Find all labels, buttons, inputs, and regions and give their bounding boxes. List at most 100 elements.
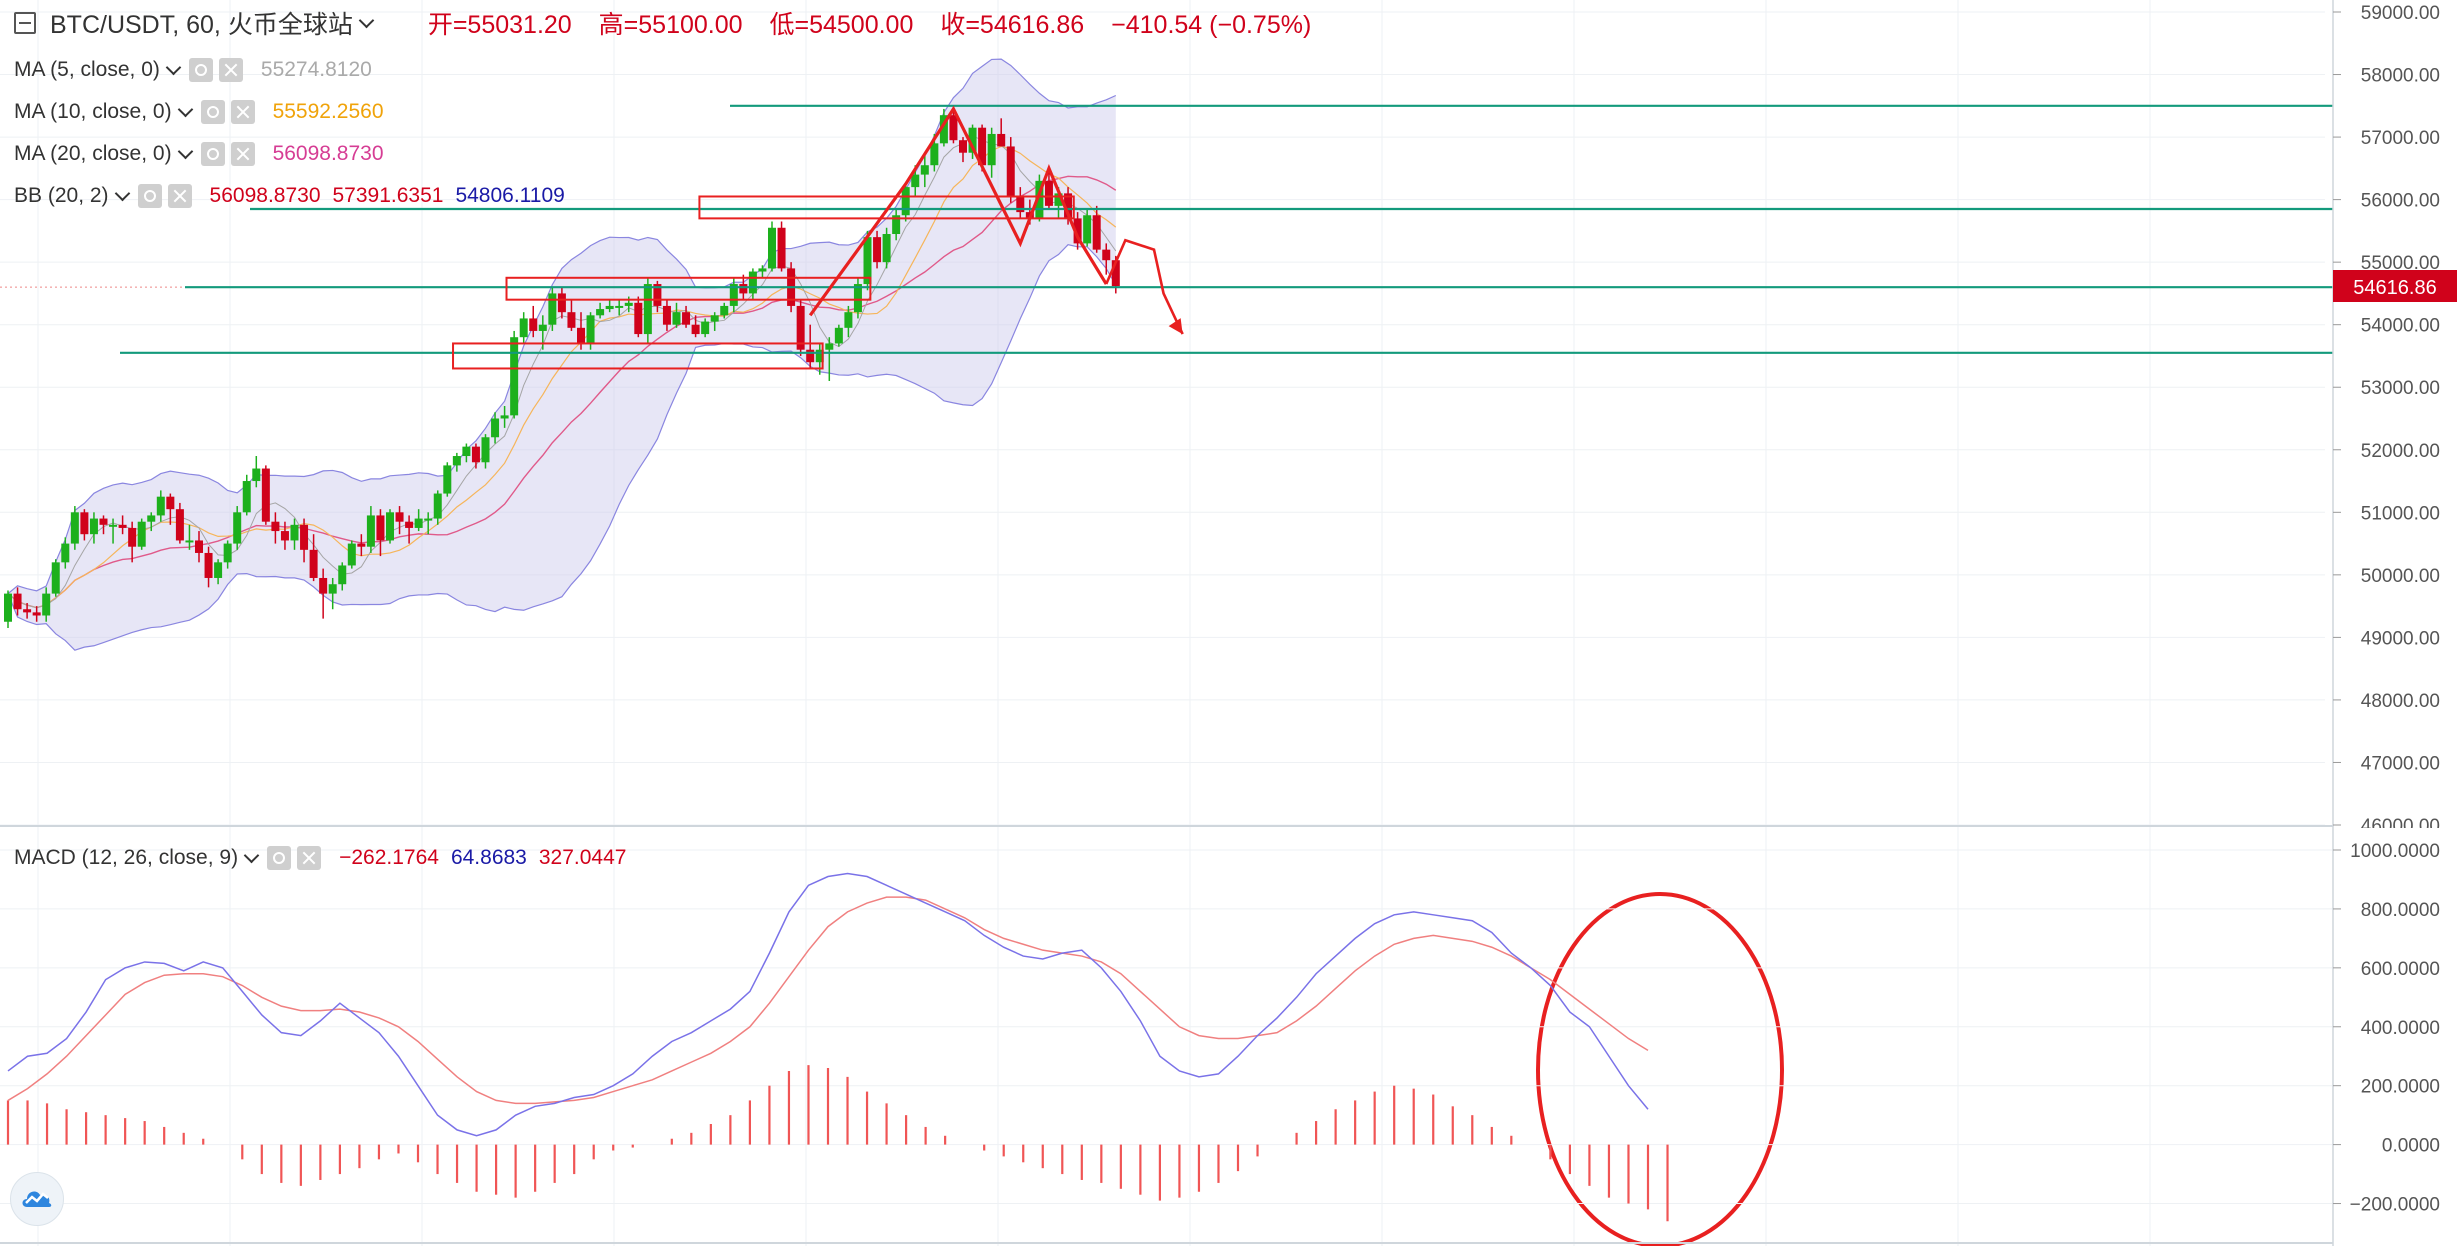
candle-body <box>414 518 423 528</box>
eye-icon[interactable] <box>137 184 162 208</box>
candle-body <box>634 302 643 335</box>
candle-body <box>452 456 461 466</box>
ma10-line <box>7 145 1117 609</box>
candle <box>901 183 910 222</box>
candle <box>137 518 146 550</box>
eye-icon[interactable] <box>188 58 213 82</box>
candle <box>920 152 929 188</box>
candle <box>51 559 60 597</box>
arrow-head <box>1168 318 1183 335</box>
candle-body <box>70 512 79 544</box>
close-value: 收=54616.86 <box>940 11 1085 39</box>
eye-icon[interactable] <box>200 142 225 166</box>
indicator-value: 327.0447 <box>538 846 627 869</box>
candle-body <box>758 268 767 272</box>
candle-body <box>357 543 366 547</box>
low-value: 低=54500.00 <box>769 11 914 39</box>
candle-body <box>1044 180 1053 206</box>
price-tick-label: 48000.00 <box>2361 691 2440 712</box>
eye-icon[interactable] <box>200 100 225 124</box>
candle <box>710 312 719 331</box>
chevron-down-icon[interactable] <box>177 143 193 159</box>
price-tick-label: 47000.00 <box>2361 753 2440 774</box>
chevron-down-icon[interactable] <box>165 59 182 75</box>
candle-body <box>223 543 232 563</box>
indicator-row-ma20: MA (20, close, 0) 56098.8730 <box>14 139 384 169</box>
candle-body <box>51 562 60 594</box>
candle <box>414 509 423 532</box>
candle <box>70 506 79 550</box>
candle <box>433 490 442 525</box>
indicator-value: 55274.8120 <box>260 58 372 81</box>
candle-body <box>137 521 146 547</box>
candle-body <box>615 305 624 308</box>
candle <box>701 318 710 338</box>
candle <box>500 405 509 428</box>
collapse-icon[interactable] <box>14 12 36 34</box>
candle <box>691 315 700 338</box>
macd-panel <box>0 825 2333 1244</box>
candle <box>491 412 500 444</box>
open-value: 开=55031.20 <box>427 11 572 39</box>
chevron-down-icon[interactable] <box>358 12 375 28</box>
indicator-value: 56098.8730 <box>272 142 384 165</box>
indicator-value: 54806.1109 <box>455 184 565 207</box>
tradingview-logo[interactable] <box>10 1172 64 1226</box>
indicator-value: 57391.6351 <box>332 184 444 207</box>
price-tick-label: 54000.00 <box>2361 316 2440 337</box>
price-tick-label: 52000.00 <box>2361 441 2440 462</box>
close-icon[interactable] <box>230 100 255 124</box>
candle-body <box>80 512 89 535</box>
candle <box>386 509 394 544</box>
candle <box>596 302 605 319</box>
candle <box>80 509 89 541</box>
close-icon[interactable] <box>167 184 192 208</box>
close-icon[interactable] <box>230 142 255 166</box>
candle <box>118 515 127 535</box>
candle-body <box>853 284 862 313</box>
candle-body <box>13 593 22 610</box>
candle <box>309 534 318 582</box>
symbol-row: BTC/USDT, 60, 火币全球站 开=55031.20 高=55100.0… <box>14 8 1331 39</box>
candle-body <box>405 521 414 528</box>
candle <box>61 537 70 569</box>
candle-body <box>624 302 633 306</box>
candle-body <box>510 337 519 416</box>
candle <box>4 590 12 629</box>
candle-body <box>796 305 805 350</box>
candle-body <box>1083 215 1092 244</box>
eye-icon[interactable] <box>267 846 292 870</box>
candle <box>42 587 51 622</box>
candle <box>319 568 328 619</box>
signal-line <box>7 896 1649 1105</box>
price-tick-label: 58000.00 <box>2361 66 2440 87</box>
close-icon[interactable] <box>297 846 322 870</box>
candle-body <box>376 515 385 541</box>
highlight-ellipse <box>1536 892 1784 1246</box>
candle <box>682 305 691 328</box>
candle-body <box>328 584 337 594</box>
close-icon[interactable] <box>218 58 243 82</box>
macd-tick-label: 400.0000 <box>2361 1018 2440 1039</box>
candle-body <box>682 312 691 325</box>
candle-body <box>32 612 41 616</box>
candle-body <box>242 481 251 513</box>
chevron-down-icon[interactable] <box>114 185 130 201</box>
candle <box>510 330 519 419</box>
candle <box>261 465 270 525</box>
candle-body <box>433 493 442 519</box>
macd-line <box>7 872 1649 1137</box>
candle-body <box>252 468 261 482</box>
candle <box>567 299 576 331</box>
trend-zigzag <box>808 105 1108 317</box>
chevron-down-icon[interactable] <box>243 847 260 863</box>
chevron-down-icon[interactable] <box>177 101 193 117</box>
candle-body <box>1102 249 1111 261</box>
candle <box>557 287 566 319</box>
price-tick-label: 53000.00 <box>2361 378 2440 399</box>
candle-body <box>739 284 748 294</box>
annotations <box>452 105 1784 1246</box>
candle <box>376 509 385 557</box>
candle <box>1073 212 1082 250</box>
